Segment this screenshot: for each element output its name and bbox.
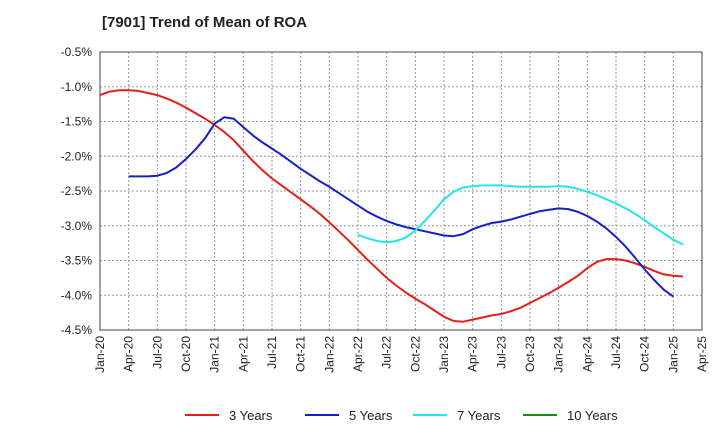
legend-item: 10 Years [523, 406, 618, 424]
x-tick-label: Jan-21 [208, 336, 222, 373]
y-tick-label: -2.5% [61, 184, 93, 198]
y-tick-label: -4.0% [61, 288, 93, 302]
series-line-5-years [128, 116, 674, 298]
plot-frame [99, 51, 703, 331]
y-tick-label: -4.5% [61, 323, 93, 337]
series-line-3-years [99, 89, 683, 323]
x-tick-label: Jul-22 [380, 336, 394, 369]
series-lines [99, 89, 684, 323]
x-tick-label: Oct-23 [523, 336, 537, 372]
x-tick-label: Apr-20 [122, 336, 136, 372]
legend-label: 5 Years [349, 407, 393, 423]
x-tick-label: Apr-21 [236, 336, 250, 372]
y-tick-label: -1.5% [61, 115, 93, 129]
series-line-7-years [357, 184, 684, 246]
x-tick-label: Apr-25 [695, 336, 709, 372]
legend-swatch [523, 414, 557, 416]
x-tick-label: Jul-23 [494, 336, 508, 369]
y-tick-label: -3.0% [61, 219, 93, 233]
chart-title: [7901] Trend of Mean of ROA [102, 14, 308, 31]
x-tick-label: Oct-24 [638, 336, 652, 372]
legend-swatch [185, 414, 219, 416]
x-tick-label: Oct-21 [294, 336, 308, 372]
x-tick-label: Oct-22 [408, 336, 422, 372]
x-tick-label: Jul-24 [609, 336, 623, 369]
x-tick-label: Jan-20 [93, 336, 107, 373]
legend-label: 10 Years [567, 407, 618, 423]
x-tick-label: Apr-23 [466, 336, 480, 372]
x-tick-label: Jan-23 [437, 336, 451, 373]
x-tick-label: Jan-22 [322, 336, 336, 373]
y-tick-label: -2.0% [61, 149, 93, 163]
legend-item: 3 Years [185, 406, 272, 424]
y-tick-label: -3.5% [61, 254, 93, 268]
legend-label: 3 Years [229, 407, 273, 423]
y-tick-label: -1.0% [61, 80, 93, 94]
legend: 3 Years 5 Years 7 Years 10 Years [0, 406, 720, 426]
legend-item: 5 Years [305, 406, 392, 424]
y-tick-label: -0.5% [61, 45, 93, 59]
x-axis-ticks: Jan-20 Apr-20 Jul-20 Oct-20 Jan-21 Apr-21 Jul-… [93, 336, 709, 373]
legend-swatch [413, 414, 447, 416]
x-tick-label: Jan-25 [666, 336, 680, 373]
legend-label: 7 Years [457, 407, 501, 423]
legend-item: 7 Years [413, 406, 500, 424]
x-tick-label: Jul-20 [150, 336, 164, 369]
legend-swatch [305, 414, 339, 416]
x-tick-label: Oct-20 [179, 336, 193, 372]
y-axis-ticks: -0.5% -1.0% -1.5% -2.0% -2.5% -3.0% -3.5% -4.0%… [61, 45, 93, 337]
x-tick-label: Apr-24 [580, 336, 594, 372]
x-tick-label: Jan-24 [552, 336, 566, 373]
x-tick-label: Jul-21 [265, 336, 279, 369]
x-tick-label: Apr-22 [351, 336, 365, 372]
